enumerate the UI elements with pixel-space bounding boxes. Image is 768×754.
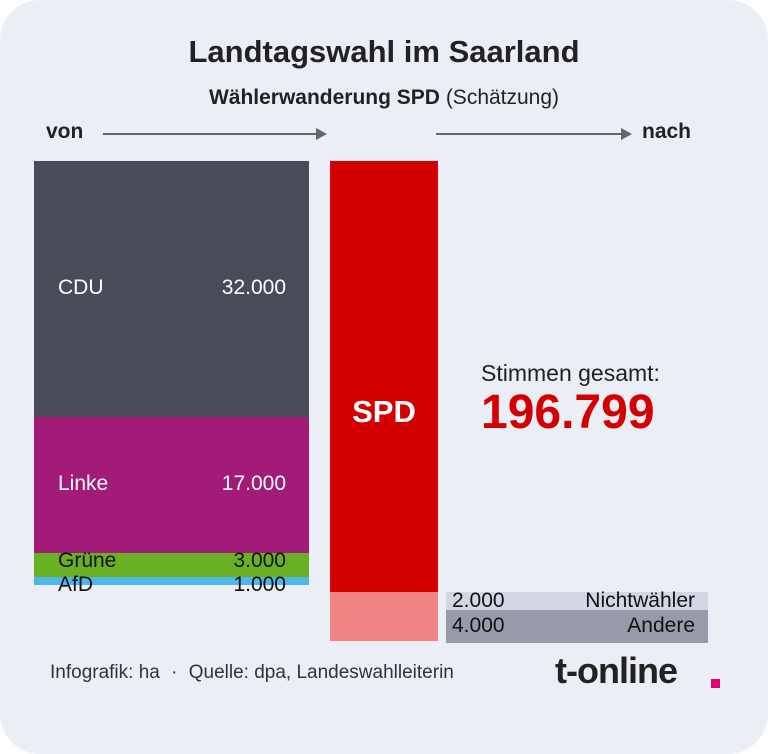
label-afd: AfD bbox=[58, 573, 94, 596]
bar-cdu bbox=[34, 161, 309, 417]
value-linke: 17.000 bbox=[221, 472, 286, 495]
value-andere: 4.000 bbox=[452, 614, 505, 637]
footer-separator: · bbox=[171, 662, 178, 683]
chart-title: Landtagswahl im Saarland bbox=[188, 34, 580, 69]
value-afd: 1.000 bbox=[233, 573, 286, 596]
total-value: 196.799 bbox=[481, 386, 655, 439]
value-cdu: 32.000 bbox=[221, 276, 286, 299]
chart-subtitle: Wählerwanderung SPD (Schätzung) bbox=[0, 86, 768, 110]
bar-andere bbox=[446, 609, 708, 643]
subtitle-rest: (Schätzung) bbox=[445, 86, 560, 109]
footer-source: Quelle: dpa, Landeswahlleiterin bbox=[188, 662, 454, 683]
footer-credits: Infografik: ha · Quelle: dpa, Landeswahl… bbox=[50, 662, 454, 684]
label-cdu: CDU bbox=[58, 276, 104, 299]
footer-author: Infografik: ha bbox=[50, 662, 160, 683]
bar-nichtw-hler bbox=[446, 592, 708, 610]
subtitle-bold: Wählerwanderung SPD bbox=[208, 86, 440, 109]
label-spd: SPD bbox=[352, 394, 416, 429]
logo-dot-icon bbox=[711, 679, 720, 688]
value-nichtw-hler: 2.000 bbox=[452, 588, 505, 612]
value-gr-ne: 3.000 bbox=[233, 549, 286, 572]
t-online-logo: t-online bbox=[555, 650, 678, 691]
from-arrow-icon bbox=[103, 128, 327, 140]
bar-spd bbox=[330, 161, 438, 592]
label-linke: Linke bbox=[58, 472, 109, 495]
bar-linke bbox=[34, 417, 309, 553]
total-label: Stimmen gesamt: bbox=[481, 360, 660, 386]
bar-gr-ne bbox=[34, 553, 309, 577]
from-label: von bbox=[46, 120, 84, 143]
label-andere: Andere bbox=[627, 614, 695, 637]
bar-spd-loss bbox=[330, 592, 438, 641]
label-nichtw-hler: Nichtwähler bbox=[585, 588, 695, 612]
to-arrow-icon bbox=[436, 128, 632, 140]
label-gr-ne: Grüne bbox=[58, 549, 117, 572]
to-label: nach bbox=[642, 120, 692, 143]
bar-afd bbox=[34, 577, 309, 585]
